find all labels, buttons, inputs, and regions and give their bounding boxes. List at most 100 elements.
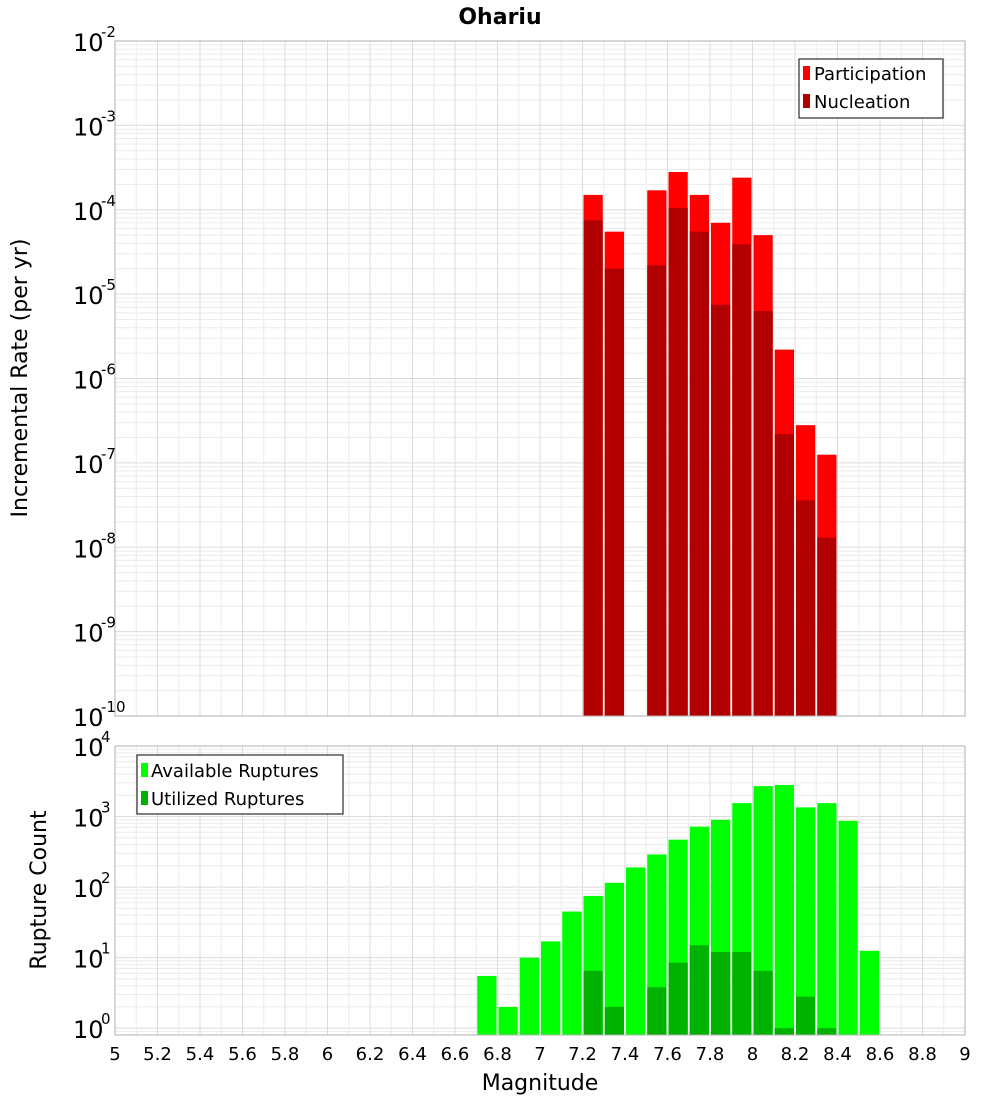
x-tick-label: 6.8 bbox=[483, 1044, 512, 1065]
nucleation-bar bbox=[668, 207, 688, 716]
available-ruptures-bar bbox=[562, 911, 582, 1035]
top-y-tick-label: 10 bbox=[73, 198, 104, 226]
x-tick-label: 9 bbox=[959, 1044, 970, 1065]
bottom-bars bbox=[477, 784, 879, 1035]
x-axis-label: Magnitude bbox=[482, 1071, 599, 1096]
x-tick-label: 6.6 bbox=[441, 1044, 470, 1065]
bottom-y-tick-exponent: 4 bbox=[101, 728, 111, 746]
top-y-tick-exponent: -3 bbox=[101, 107, 116, 125]
nucleation-bar bbox=[796, 500, 816, 716]
nucleation-bar bbox=[817, 537, 837, 716]
legend-swatch-available bbox=[141, 763, 148, 777]
bottom-legend: Available Ruptures Utilized Ruptures bbox=[136, 754, 344, 815]
x-tick-label: 5.4 bbox=[186, 1044, 215, 1065]
nucleation-bar bbox=[711, 304, 731, 716]
bottom-y-tick-label: 10 bbox=[73, 805, 104, 833]
nucleation-bar bbox=[583, 220, 603, 717]
bottom-y-tick-exponent: 2 bbox=[101, 869, 111, 887]
top-legend: Participation Nucleation bbox=[798, 58, 944, 119]
legend-label-nucleation: Nucleation bbox=[814, 92, 910, 113]
utilized-ruptures-bar bbox=[732, 952, 752, 1035]
x-tick-label: 6.2 bbox=[356, 1044, 385, 1065]
top-bars bbox=[583, 172, 837, 717]
bottom-plot-frame bbox=[114, 745, 966, 1036]
x-tick-label: 8.8 bbox=[908, 1044, 937, 1065]
bottom-y-tick-label: 10 bbox=[73, 1016, 104, 1044]
utilized-ruptures-bar bbox=[817, 1028, 837, 1035]
bottom-y-tick-label: 10 bbox=[73, 734, 104, 762]
utilized-ruptures-bar bbox=[604, 1006, 624, 1035]
nucleation-bar bbox=[732, 244, 752, 717]
x-tick-label: 8.2 bbox=[781, 1044, 810, 1065]
top-y-tick-label: 10 bbox=[73, 367, 104, 395]
top-y-tick-label: 10 bbox=[73, 113, 104, 141]
top-gridlines bbox=[114, 40, 966, 717]
x-tick-label: 8 bbox=[747, 1044, 758, 1065]
top-y-tick-label: 10 bbox=[73, 29, 104, 57]
available-ruptures-bar bbox=[604, 882, 624, 1035]
x-tick-label: 7.8 bbox=[696, 1044, 725, 1065]
top-y-tick-exponent: -10 bbox=[101, 698, 126, 716]
utilized-ruptures-bar bbox=[647, 987, 667, 1035]
x-tick-label: 5.2 bbox=[143, 1044, 172, 1065]
x-tick-label: 7.4 bbox=[611, 1044, 640, 1065]
utilized-ruptures-bar bbox=[668, 962, 688, 1035]
legend-label-available: Available Ruptures bbox=[151, 761, 319, 782]
utilized-ruptures-bar bbox=[583, 970, 603, 1035]
top-y-tick-label: 10 bbox=[73, 282, 104, 310]
top-plot-frame bbox=[114, 40, 966, 717]
bottom-y-tick-exponent: 0 bbox=[101, 1010, 111, 1028]
x-tick-label: 7.6 bbox=[653, 1044, 682, 1065]
top-y-tick-exponent: -8 bbox=[101, 529, 116, 547]
nucleation-bar bbox=[647, 265, 667, 716]
top-y-tick-label: 10 bbox=[73, 620, 104, 648]
top-y-tick-exponent: -7 bbox=[101, 445, 116, 463]
bottom-legend-box bbox=[136, 754, 344, 815]
legend-swatch-nucleation bbox=[803, 94, 810, 108]
x-tick-labels: 5 5.2 5.4 5.6 5.8 6 6.2 6.4 6.6 6.8 7 7.2 7.4 7.6 7.8 8… bbox=[109, 1044, 970, 1065]
available-ruptures-bar bbox=[774, 784, 794, 1035]
top-y-tick-exponent: -6 bbox=[101, 361, 116, 379]
x-tick-label: 6.4 bbox=[398, 1044, 427, 1065]
available-ruptures-bar bbox=[626, 867, 646, 1035]
top-y-tick-label: 10 bbox=[73, 704, 104, 732]
available-ruptures-bar bbox=[838, 820, 858, 1035]
available-ruptures-bar bbox=[859, 950, 879, 1035]
utilized-ruptures-bar bbox=[796, 996, 816, 1035]
x-tick-label: 8.4 bbox=[823, 1044, 852, 1065]
x-tick-label: 8.6 bbox=[866, 1044, 895, 1065]
available-ruptures-bar bbox=[519, 957, 539, 1035]
top-y-tick-exponent: -4 bbox=[101, 192, 116, 210]
bottom-y-tick-label: 10 bbox=[73, 875, 104, 903]
top-y-tick-exponent: -5 bbox=[101, 276, 116, 294]
bottom-y-tick-label: 10 bbox=[73, 946, 104, 974]
legend-label-utilized: Utilized Ruptures bbox=[151, 789, 304, 810]
x-tick-label: 5 bbox=[109, 1044, 120, 1065]
legend-label-participation: Participation bbox=[814, 64, 926, 85]
utilized-ruptures-bar bbox=[689, 945, 709, 1035]
nucleation-bar bbox=[689, 231, 709, 716]
x-tick-label: 7 bbox=[534, 1044, 545, 1065]
x-tick-label: 6 bbox=[322, 1044, 333, 1065]
bottom-y-tick-exponent: 3 bbox=[101, 799, 111, 817]
top-y-tick-exponent: -2 bbox=[101, 23, 116, 41]
bottom-y-axis-label: Rupture Count bbox=[27, 810, 52, 970]
top-y-tick-label: 10 bbox=[73, 535, 104, 563]
available-ruptures-bar bbox=[477, 975, 497, 1035]
top-y-axis-label: Incremental Rate (per yr) bbox=[8, 239, 33, 518]
bottom-y-tick-exponent: 1 bbox=[101, 940, 111, 958]
utilized-ruptures-bar bbox=[711, 952, 731, 1035]
legend-swatch-participation bbox=[803, 66, 810, 80]
legend-swatch-utilized bbox=[141, 791, 148, 805]
utilized-ruptures-bar bbox=[753, 970, 773, 1035]
utilized-ruptures-bar bbox=[774, 1028, 794, 1035]
chart-title: Ohariu bbox=[458, 5, 541, 30]
available-ruptures-bar bbox=[498, 1006, 518, 1035]
available-ruptures-bar bbox=[541, 941, 561, 1035]
top-y-tick-label: 10 bbox=[73, 451, 104, 479]
